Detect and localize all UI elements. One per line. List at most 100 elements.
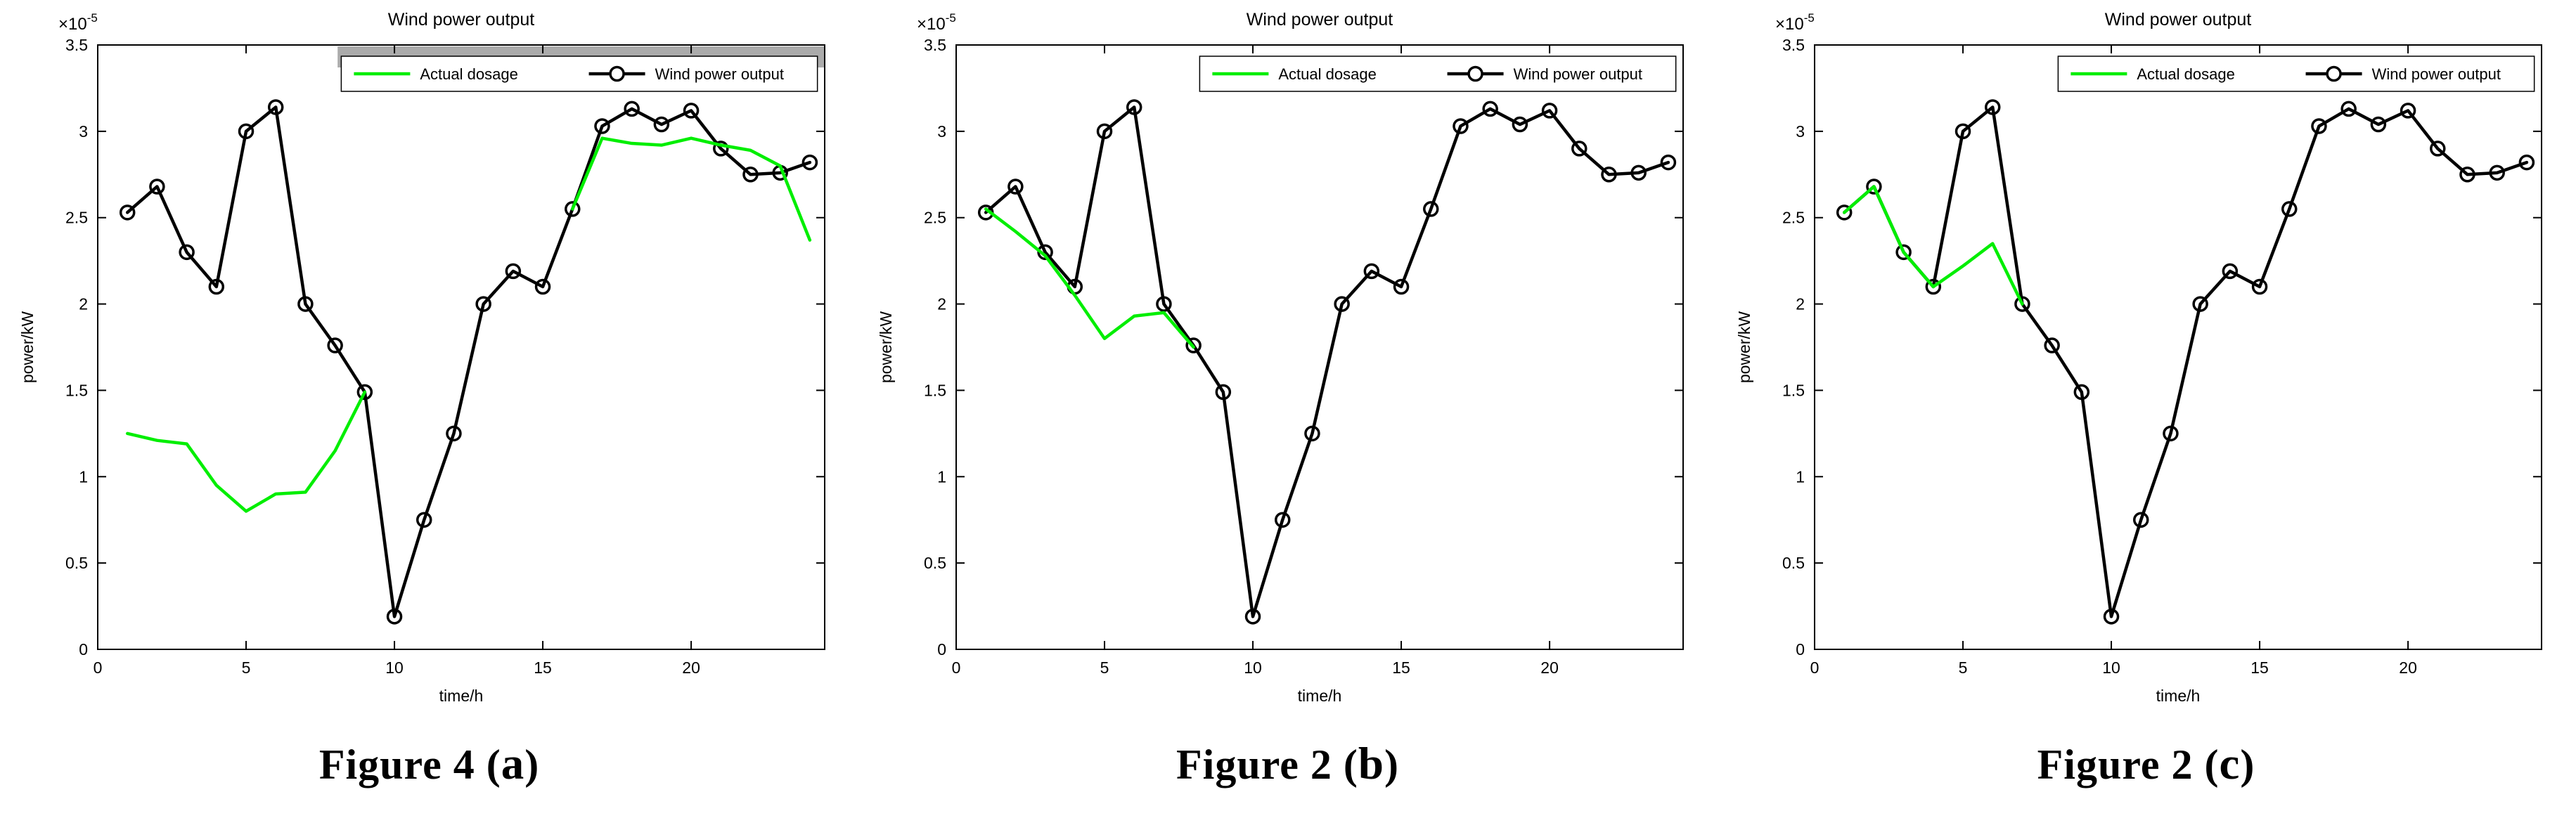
x-axis-label: time/h [2156,687,2200,705]
x-tick-label: 5 [1958,658,1967,677]
data-point-marker [1600,167,1617,183]
data-point-marker [801,154,818,171]
legend-label: Actual dosage [1278,65,1376,83]
y-tick-label: 2 [937,295,946,313]
data-point-marker [178,244,195,261]
data-point-marker [2429,141,2446,157]
legend-label: Wind power output [2371,65,2500,83]
y-tick-label: 0.5 [65,554,88,572]
legend-box [2057,56,2535,92]
data-point-marker [712,141,729,157]
data-point-marker [1274,512,1290,528]
data-point-marker [1895,244,1912,261]
series-line [1842,185,2024,306]
caption-suffix: ) [2240,741,2255,788]
caption-prefix: Figure 4 ( [318,741,501,788]
x-tick-label: 10 [2102,658,2120,677]
data-point-marker [2222,263,2238,280]
x-axis-label: time/h [439,687,483,705]
y-tick-label: 3 [1796,122,1805,141]
data-point-marker [2251,278,2267,295]
legend-box [1199,56,1676,92]
series-actual-dosage [125,136,811,513]
y-tick-label: 0 [79,640,88,658]
legend-label: Wind power output [655,65,783,83]
series-wind-power-output [1836,99,2535,625]
x-tick-label: 0 [93,658,102,677]
y-axis-label: power/kW [18,311,37,384]
y-tick-label: 3.5 [1782,36,1805,54]
data-point-marker [2488,164,2505,181]
data-point-marker [1925,278,1941,295]
data-point-marker [1185,337,1202,353]
chart-svg: 0 5 10 15 20 0 0.5 1 1.5 2 2.5 3 3.5 Wind power outpu… [14,4,844,728]
caption-suffix: ) [1384,741,1399,788]
legend-label: Actual dosage [420,65,517,83]
data-point-marker [1215,384,1231,401]
data-point-marker [2281,201,2298,217]
data-point-marker [1393,278,1409,295]
x-tick-label: 0 [1810,658,1819,677]
data-point-marker [267,99,283,115]
data-point-marker [1452,118,1469,134]
y-tick-label: 1.5 [924,381,946,399]
data-point-marker [1512,116,1528,133]
caption-letter: b [1358,739,1385,789]
x-tick-label: 5 [241,658,250,677]
data-point-marker [297,296,314,312]
y-axis-label: power/kW [1735,311,1753,384]
data-point-marker [1155,296,1172,312]
series-actual-dosage [1842,185,2024,306]
x-axis-ticks: 0 5 10 15 20 [1810,45,2416,677]
data-point-marker [623,100,640,117]
x-axis-ticks: 0 5 10 15 20 [951,45,1558,677]
chart-background [872,4,1703,728]
plot-box [96,44,825,650]
legend-label: Actual dosage [2137,65,2234,83]
data-point-marker [2073,384,2089,401]
data-point-marker [2370,116,2386,133]
x-tick-label: 0 [951,658,960,677]
data-point-marker [2014,296,2030,312]
y-tick-label: 3.5 [65,36,88,54]
data-point-marker [208,278,224,295]
plot-box [955,44,1684,650]
y-tick-label: 0 [937,640,946,658]
data-point-marker [1865,179,1882,195]
figure-caption-b: Figure 2 (b) [1176,738,1399,791]
data-point-marker [445,425,462,442]
data-point-marker [1984,99,2000,115]
caption-suffix: ) [524,741,540,788]
series-line [984,105,1670,618]
y-tick-label: 2 [1796,295,1805,313]
y-axis-exponent-label: ×10-5 [1775,11,1815,34]
y-tick-label: 1 [79,467,88,486]
x-axis-ticks: 0 5 10 15 20 [93,45,700,677]
caption-prefix: Figure 2 ( [1176,741,1358,788]
legend-box [340,56,818,92]
legend-marker-sample [608,65,625,82]
x-tick-label: 15 [2250,658,2269,677]
y-tick-label: 0.5 [924,554,946,572]
y-axis-label: power/kW [877,311,895,384]
y-tick-label: 2.5 [924,209,946,227]
data-point-marker [2459,167,2475,183]
y-tick-label: 1.5 [65,381,88,399]
y-tick-label: 1.5 [1782,381,1805,399]
data-point-marker [742,167,759,183]
legend: Actual dosage Wind power output [2057,56,2535,92]
data-point-marker [1096,123,1112,140]
caption-prefix: Figure 2 ( [2037,741,2220,788]
y-axis-ticks: 0 0.5 1 1.5 2 2.5 3 3.5 [1782,36,2542,658]
x-tick-label: 10 [385,658,404,677]
chart-svg: 0 5 10 15 20 0 0.5 1 1.5 2 2.5 3 3.5 Wind power outpu… [1731,4,2561,728]
data-point-marker [1007,179,1024,195]
data-point-marker [148,179,165,195]
data-point-marker [1303,425,1320,442]
wind-power-chart-b: 0 5 10 15 20 0 0.5 1 1.5 2 2.5 3 3.5 Wind power outpu… [872,4,1703,728]
chart-title: Wind power output [1246,10,1393,30]
data-point-marker [2310,118,2327,134]
panel-b: 0 5 10 15 20 0 0.5 1 1.5 2 2.5 3 3.5 Wind power outpu… [858,0,1717,837]
data-point-marker [326,337,343,353]
series-actual-dosage [984,207,1195,349]
